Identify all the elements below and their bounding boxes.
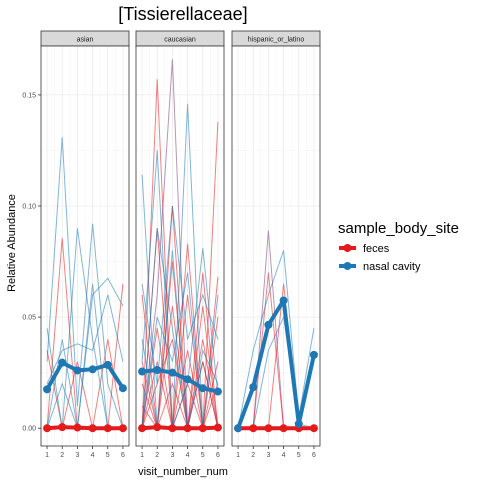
x-tick-label: 4 — [282, 452, 286, 459]
series-line — [45, 360, 125, 391]
subject-line — [46, 294, 124, 385]
x-tick-label: 1 — [45, 452, 49, 459]
facet-panels: asian 1 2 3 4 5 6 0.00 0.05 0.10 0.15 caucasian 1 2 3 4… — [22, 30, 321, 459]
series-point — [249, 383, 258, 392]
x-tick-label: 5 — [297, 452, 301, 459]
legend-label: feces — [363, 243, 390, 255]
panel-border — [40, 45, 130, 447]
series-point — [198, 424, 207, 433]
subject-line — [46, 137, 124, 429]
series-point — [138, 367, 147, 376]
series-point — [58, 358, 67, 367]
series-point — [118, 424, 127, 433]
chart-title: [Tissierellaceae] — [118, 4, 247, 24]
series-point — [88, 365, 97, 374]
series-point — [153, 423, 162, 432]
legend-key-point — [343, 244, 352, 252]
x-tick-label: 1 — [236, 452, 240, 459]
series-point — [183, 375, 192, 384]
legend: sample_body_site feces nasal cavity — [338, 220, 459, 273]
subject-line — [141, 228, 219, 429]
series-point — [168, 368, 177, 377]
x-tick-label: 3 — [75, 452, 79, 459]
x-tick-label: 4 — [186, 452, 190, 459]
series-point — [58, 423, 67, 432]
series-point — [73, 423, 82, 432]
x-tick-label: 6 — [121, 452, 125, 459]
legend-title: sample_body_site — [338, 220, 459, 237]
series-point — [43, 385, 52, 394]
series-point — [279, 424, 288, 433]
series-point — [264, 424, 273, 433]
x-tick-label: 5 — [201, 452, 205, 459]
series-point — [279, 296, 288, 305]
series-point — [103, 360, 112, 369]
series-point — [309, 350, 318, 359]
x-tick-label: 2 — [60, 452, 64, 459]
panel-border — [135, 45, 225, 447]
x-tick-label: 6 — [312, 452, 316, 459]
series-point — [118, 384, 127, 393]
facet-strip-label: caucasian — [164, 37, 196, 44]
x-tick-label: 5 — [106, 452, 110, 459]
x-tick-label: 4 — [91, 452, 95, 459]
facet-strip-label: asian — [77, 37, 94, 44]
subject-line — [141, 59, 219, 429]
series-line — [236, 298, 316, 429]
series-point — [153, 366, 162, 374]
series-point — [43, 424, 52, 433]
subject-line — [46, 277, 124, 429]
x-axis-title: visit_number_num — [138, 466, 228, 478]
y-tick-label: 0.15 — [22, 92, 36, 99]
subject-line — [237, 250, 315, 429]
series-point — [264, 320, 273, 329]
series-point — [309, 424, 318, 433]
x-tick-label: 1 — [140, 452, 144, 459]
panel-border — [231, 45, 321, 447]
series-point — [294, 419, 303, 428]
facet-panel: hispanic_or_latino 1 2 3 4 5 6 — [231, 30, 321, 459]
series-point — [168, 424, 177, 433]
x-tick-label: 3 — [170, 452, 174, 459]
facet-strip-label: hispanic_or_latino — [248, 37, 305, 44]
y-axis-title: Relative Abundance — [6, 194, 18, 292]
series-point — [183, 424, 192, 433]
x-tick-label: 2 — [155, 452, 159, 459]
x-tick-label: 6 — [216, 452, 220, 459]
legend-keys: feces nasal cavity — [339, 243, 421, 273]
subject-line — [141, 103, 219, 429]
x-tick-label: 2 — [251, 452, 255, 459]
legend-label: nasal cavity — [363, 261, 421, 273]
legend-key-point — [343, 262, 352, 270]
series-point — [213, 387, 222, 396]
series-point — [88, 424, 97, 433]
subject-line — [46, 283, 124, 429]
x-tick-label: 3 — [266, 452, 270, 459]
series-point — [249, 424, 258, 433]
y-tick-label: 0.00 — [22, 426, 36, 433]
series-point — [73, 366, 82, 375]
series-point — [213, 423, 222, 432]
series-point — [234, 424, 243, 433]
series-point — [138, 424, 147, 433]
subject-line — [141, 248, 219, 429]
y-tick-label: 0.10 — [22, 204, 36, 211]
y-tick-label: 0.05 — [22, 315, 36, 322]
facet-panel: caucasian 1 2 3 4 5 6 — [135, 30, 225, 459]
series-point — [198, 384, 207, 393]
facet-panel: asian 1 2 3 4 5 6 0.00 0.05 0.10 0.15 — [22, 30, 130, 459]
series-point — [103, 424, 112, 433]
